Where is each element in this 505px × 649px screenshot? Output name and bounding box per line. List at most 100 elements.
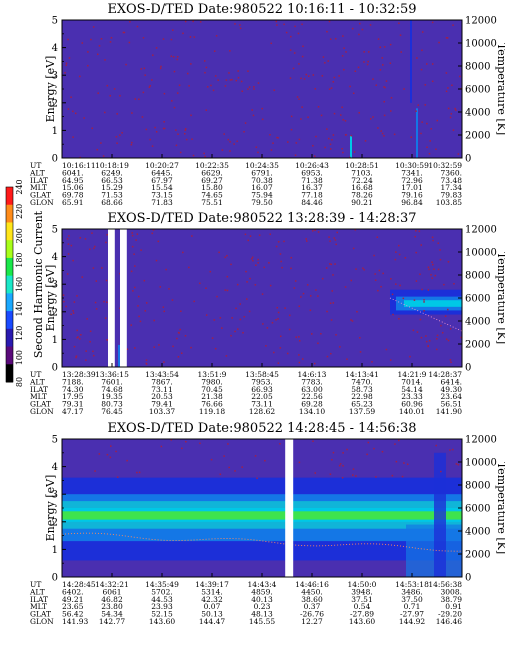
noise-speckle (205, 66, 208, 69)
noise-speckle (131, 141, 133, 144)
noise-speckle (168, 288, 170, 290)
info-row-label: UT (30, 161, 41, 170)
noise-speckle (205, 314, 208, 316)
noise-speckle (429, 140, 431, 142)
noise-speckle (307, 116, 309, 119)
noise-speckle (89, 330, 92, 333)
noise-speckle (435, 148, 437, 150)
info-cell: 37.51 (351, 595, 372, 604)
noise-speckle (321, 277, 324, 280)
noise-speckle (229, 150, 231, 152)
noise-speckle (392, 313, 394, 316)
info-cell: 69.28 (301, 400, 323, 409)
noise-speckle (261, 107, 263, 110)
noise-speckle (277, 362, 280, 364)
noise-speckle (228, 72, 230, 74)
noise-speckle (383, 100, 385, 103)
noise-speckle (302, 292, 305, 295)
info-cell: 49.21 (62, 595, 83, 604)
noise-speckle (340, 114, 342, 116)
colorbar-segment (6, 222, 13, 241)
temperature-trace (389, 297, 462, 332)
info-cell: 71.53 (101, 191, 123, 200)
noise-speckle (338, 464, 341, 467)
noise-speckle (162, 127, 165, 130)
noise-speckle (315, 289, 317, 291)
noise-speckle (85, 350, 87, 352)
noise-speckle (179, 151, 182, 154)
noise-speckle (213, 319, 216, 321)
noise-speckle (138, 98, 140, 101)
noise-speckle (227, 443, 229, 445)
info-row-label: GLAT (30, 191, 51, 200)
noise-speckle (449, 449, 451, 451)
noise-speckle (438, 41, 440, 44)
noise-speckle (332, 451, 335, 454)
noise-speckle (302, 45, 304, 48)
noise-speckle (447, 308, 449, 311)
noise-speckle (342, 465, 344, 467)
info-cell: 63.00 (301, 385, 323, 394)
info-cell: 10:32:59 (428, 161, 462, 170)
info-cell: 68.66 (101, 198, 123, 207)
noise-speckle (199, 282, 201, 285)
noise-speckle (160, 65, 162, 68)
noise-speckle (249, 235, 252, 237)
noise-speckle (439, 249, 441, 251)
noise-speckle (455, 463, 458, 465)
noise-speckle (457, 463, 460, 466)
noise-speckle (398, 244, 400, 247)
info-cell: 4859. (251, 587, 272, 596)
info-cell: -29.20 (438, 610, 462, 619)
noise-speckle (414, 235, 416, 238)
noise-speckle (298, 336, 300, 338)
info-cell: 54.34 (101, 610, 123, 619)
info-cell: 14:39:17 (195, 580, 229, 589)
y-tick-label: 3 (52, 280, 58, 291)
noise-speckle (377, 38, 380, 40)
info-cell: 10:24:35 (245, 161, 279, 170)
noise-speckle (262, 323, 264, 325)
info-cell: 17.01 (401, 183, 422, 192)
noise-speckle (435, 444, 437, 447)
y2-axis-label: Temperature [K] (495, 43, 505, 135)
noise-speckle (253, 88, 255, 90)
noise-speckle (237, 70, 239, 72)
noise-speckle (329, 143, 332, 146)
noise-speckle (343, 47, 345, 49)
noise-speckle (371, 361, 373, 363)
noise-speckle (373, 254, 375, 257)
colorbar-tick-label: 100 (15, 350, 24, 365)
info-cell: 0.71 (404, 602, 421, 611)
noise-speckle (284, 307, 286, 309)
colorbar-tick-label: 240 (15, 179, 24, 194)
noise-speckle (249, 277, 251, 280)
noise-speckle (421, 31, 424, 33)
noise-speckle (296, 96, 299, 98)
info-row-label: GLON (30, 198, 54, 207)
noise-speckle (354, 229, 357, 231)
noise-speckle (191, 138, 193, 140)
noise-speckle (382, 64, 384, 66)
noise-speckle (170, 38, 173, 41)
noise-speckle (67, 253, 70, 255)
noise-speckle (257, 82, 260, 84)
noise-speckle (329, 38, 332, 40)
noise-speckle (369, 118, 372, 120)
noise-speckle (138, 471, 141, 474)
noise-speckle (116, 476, 119, 478)
noise-speckle (328, 236, 330, 238)
noise-speckle (265, 345, 267, 347)
noise-speckle (437, 242, 440, 244)
noise-speckle (247, 70, 249, 72)
noise-speckle (148, 86, 151, 88)
noise-speckle (416, 331, 419, 333)
noise-speckle (293, 52, 296, 54)
info-cell: 13:36:15 (95, 370, 129, 379)
noise-speckle (345, 51, 347, 53)
noise-speckle (76, 329, 78, 332)
info-row-label: UT (30, 370, 41, 379)
noise-speckle (275, 245, 278, 248)
colorbar-segment (6, 293, 13, 312)
info-row-label: GLAT (30, 610, 51, 619)
